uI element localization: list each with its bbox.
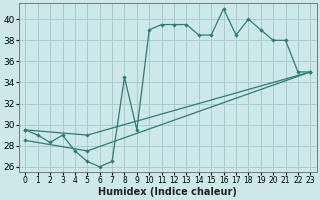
X-axis label: Humidex (Indice chaleur): Humidex (Indice chaleur) bbox=[98, 187, 237, 197]
